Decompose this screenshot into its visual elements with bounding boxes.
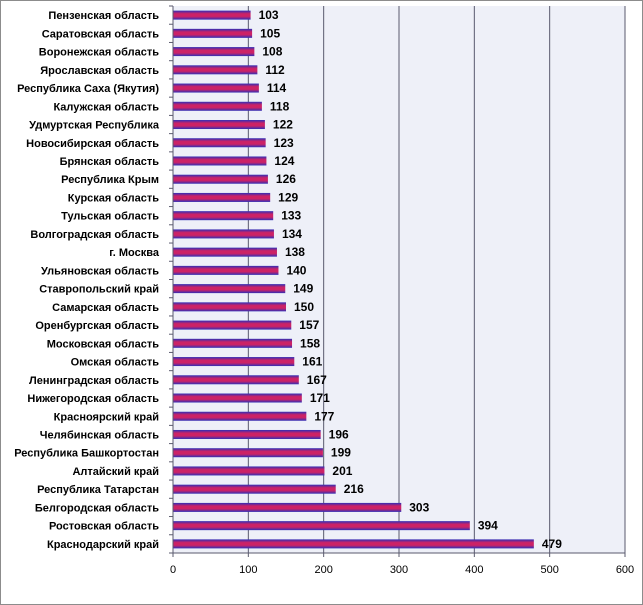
category-label: Республика Саха (Якутия) [17,83,159,95]
bar [173,10,251,20]
bar [173,65,258,75]
data-label: 105 [260,26,280,40]
category-label: Челябинская область [40,429,160,441]
category-label: Ульяновская область [41,265,159,277]
data-label: 124 [274,154,294,168]
data-label: 114 [267,81,287,95]
data-label: 196 [329,427,349,441]
category-label: Ставропольский край [39,284,159,296]
x-tick-label: 400 [465,564,483,576]
category-label: Пензенская область [48,10,159,22]
bar [173,320,292,330]
data-label: 199 [331,446,351,460]
data-label: 201 [332,464,352,478]
bar [173,411,307,421]
bar [173,521,470,531]
data-label: 112 [265,63,285,77]
data-label: 161 [302,355,322,369]
bar [173,120,265,130]
category-label: Республика Крым [61,174,159,186]
data-label: 126 [276,172,296,186]
bar [173,138,266,148]
bar [173,302,286,312]
x-tick-label: 0 [170,564,176,576]
category-label: Волгоградская область [30,229,159,241]
data-label: 149 [293,282,313,296]
bar [173,101,262,111]
category-label: Московская область [47,338,159,350]
category-label: Саратовская область [42,28,160,40]
x-tick-label: 300 [390,564,408,576]
x-tick-label: 600 [616,564,634,576]
data-label: 157 [299,318,319,332]
bar [173,375,299,385]
data-label: 129 [278,190,298,204]
bar [173,211,274,221]
bar [173,83,259,93]
data-label: 108 [262,45,282,59]
data-label: 167 [307,373,327,387]
data-label: 118 [270,99,290,113]
bar [173,247,277,257]
category-label: Ленинградская область [29,375,159,387]
category-label: Нижегородская область [27,393,159,405]
bar [173,156,267,166]
data-label: 177 [314,409,334,423]
data-label: 158 [300,336,320,350]
bar [173,174,268,184]
bar [173,448,323,458]
category-label: Брянская область [60,156,160,168]
category-label: Белгородская область [35,502,159,514]
category-label: Краснодарский край [47,539,159,551]
x-tick-label: 500 [540,564,558,576]
category-label: Новосибирская область [26,138,159,150]
data-label: 123 [274,136,294,150]
bar [173,192,271,202]
category-label: Красноярский край [54,411,159,423]
x-tick-label: 200 [314,564,332,576]
bar [173,539,534,549]
data-label: 103 [259,8,279,22]
category-label: Алтайский край [72,466,159,478]
x-tick-label: 100 [239,564,257,576]
data-label: 140 [286,263,306,277]
data-label: 303 [409,500,429,514]
bar [173,284,286,294]
category-label: Удмуртская Республика [29,120,160,132]
category-label: Ростовская область [49,521,159,533]
category-label: Республика Татарстан [37,484,159,496]
bar [173,47,255,57]
category-label: Калужская область [53,101,159,113]
category-label: Самарская область [52,302,159,314]
category-label: Республика Башкортостан [14,448,159,460]
bar [173,429,321,439]
bar [173,393,302,403]
bar [173,229,274,239]
data-label: 122 [273,118,293,132]
bar [173,466,325,476]
bar [173,28,253,38]
category-label: Курская область [68,192,159,204]
data-label: 394 [478,519,498,533]
data-label: 150 [294,300,314,314]
category-label: Омская область [71,357,160,369]
bar [173,484,336,494]
category-label: Воронежская область [39,47,159,59]
data-label: 216 [344,482,364,496]
bar [173,265,279,275]
category-label: Тульская область [61,211,159,223]
category-label: г. Москва [109,247,160,259]
bar [173,502,402,512]
data-label: 138 [285,245,305,259]
bar [173,357,295,367]
category-label: Ярославская область [40,65,159,77]
data-label: 171 [310,391,330,405]
bar [173,338,293,348]
category-label: Оренбургская область [35,320,159,332]
data-label: 133 [281,209,301,223]
data-label: 134 [282,227,302,241]
data-label: 479 [542,537,562,551]
